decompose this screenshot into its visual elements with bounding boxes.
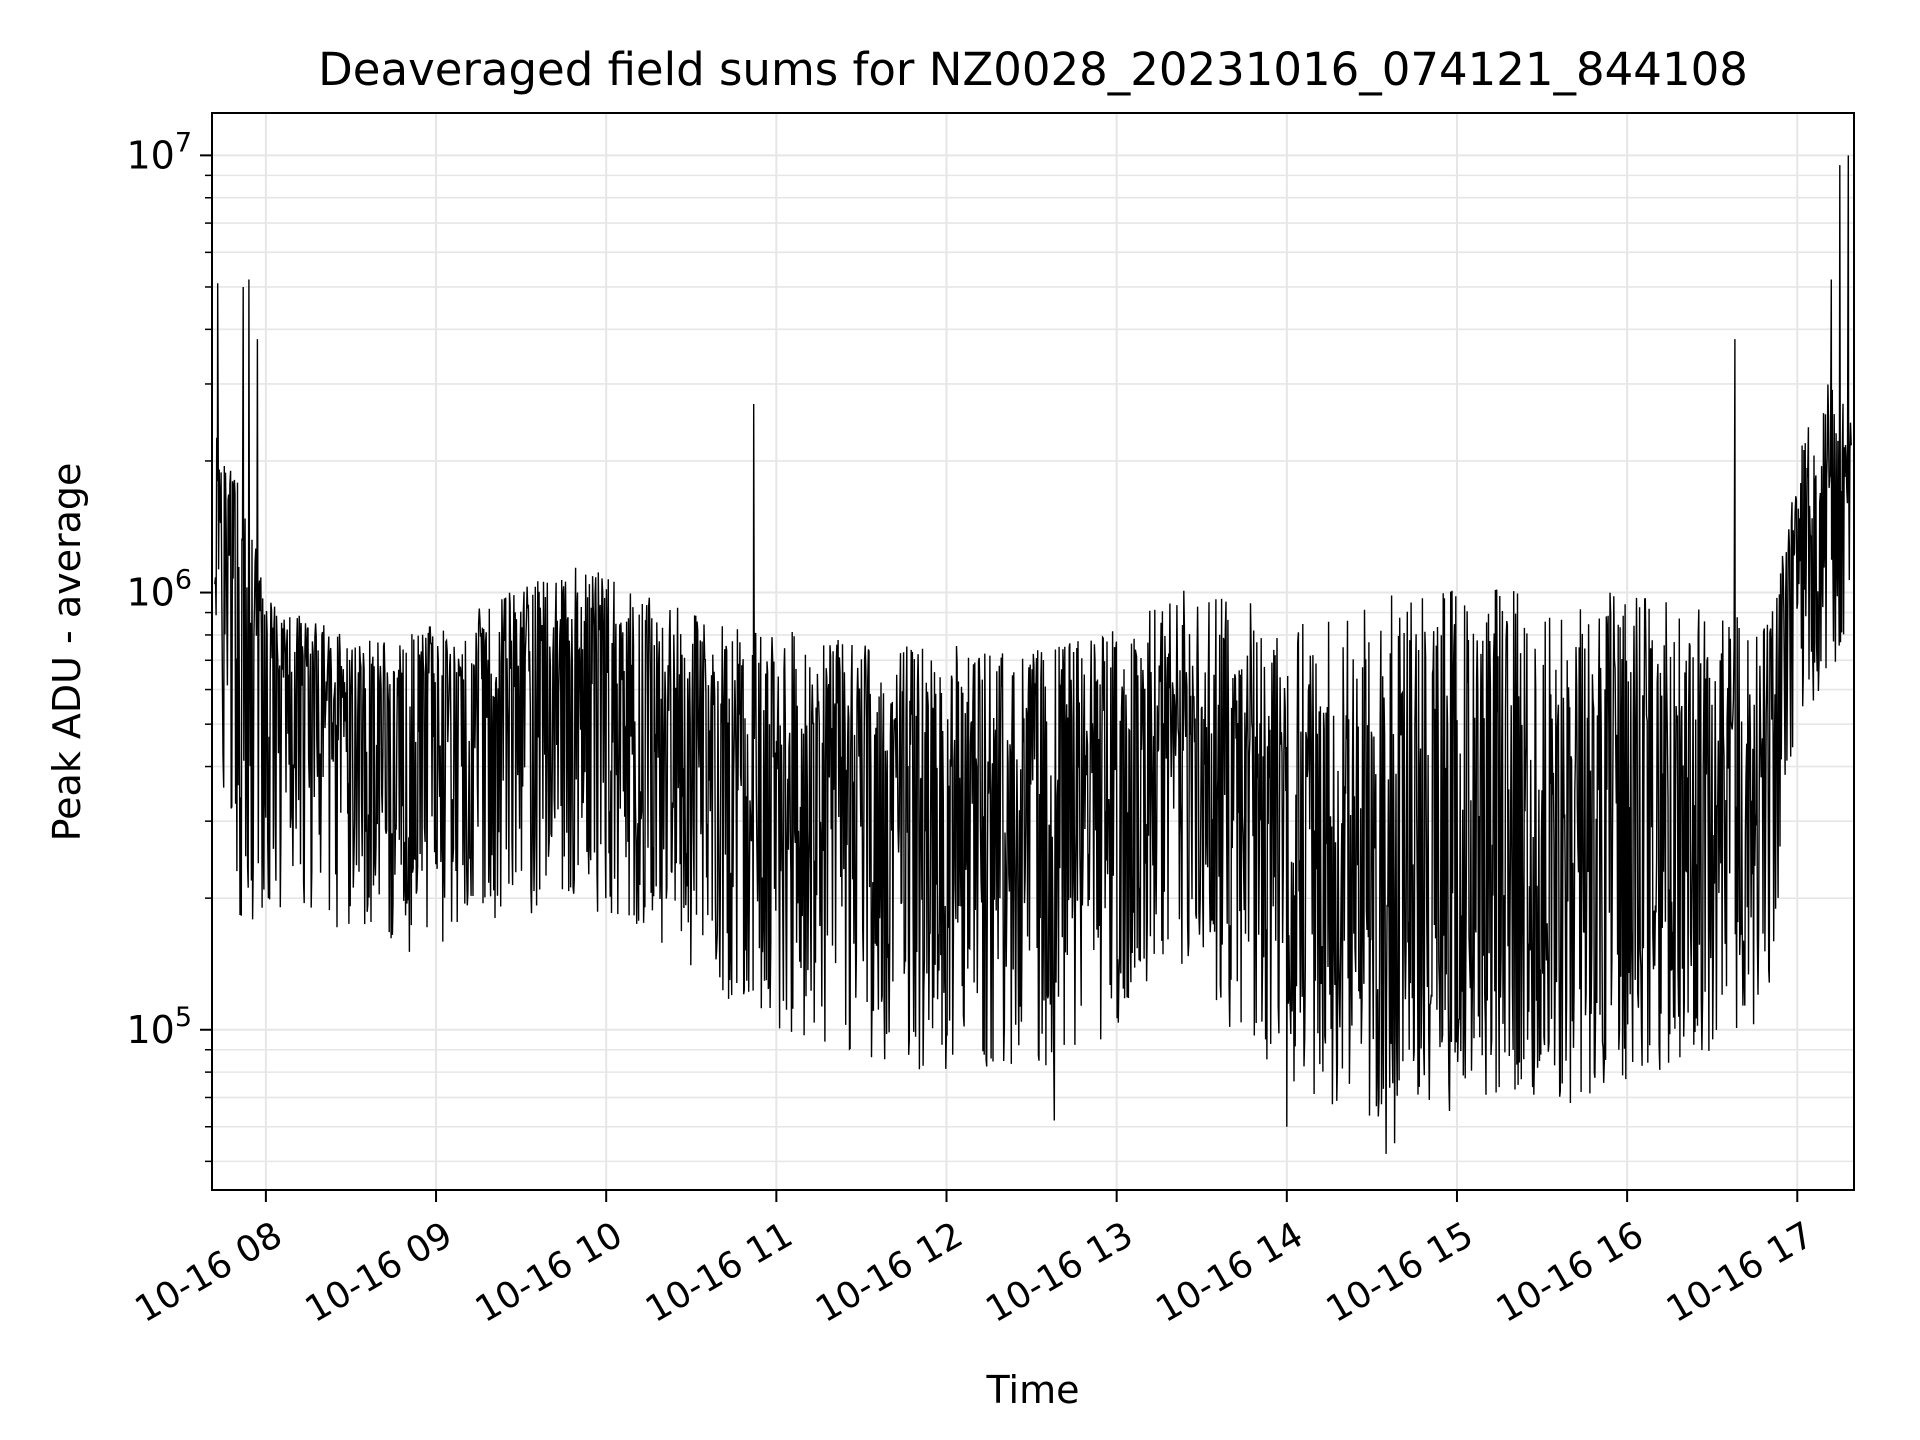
series-group [214,155,1852,1154]
chart-title: Deaveraged field sums for NZ0028_2023101… [318,43,1748,96]
y-tick-label: 106 [126,565,192,615]
y-tick-label: 107 [126,127,192,177]
series-line [214,155,1852,1154]
plot-area [211,112,1855,1191]
y-axis-label: Peak ADU - average [45,463,89,842]
y-axis: 105 106 107 [126,127,212,1163]
x-axis-label: Time [986,1368,1080,1412]
y-tick-label: 105 [126,1002,192,1052]
